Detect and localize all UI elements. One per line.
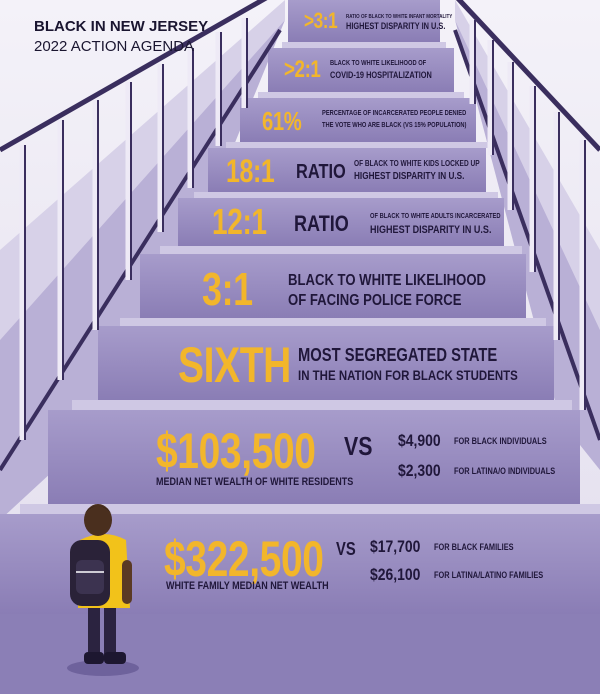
- step4-line2: HIGHEST DISPARITY IN U.S.: [354, 171, 465, 182]
- stat-infant-mortality: >3:1: [304, 8, 338, 33]
- stat-denied-vote: 61%: [262, 106, 302, 136]
- step4-line1: OF BLACK TO WHITE KIDS LOCKED UP: [354, 159, 480, 168]
- step9-vs: VS: [336, 539, 356, 559]
- step1-line2: HIGHEST DISPARITY IN U.S.: [346, 21, 446, 31]
- right-railing: [453, 0, 600, 441]
- stat-covid: >2:1: [284, 56, 321, 83]
- step5-line1: OF BLACK TO WHITE ADULTS INCARCERATED: [370, 213, 501, 220]
- step4-word: RATIO: [296, 161, 346, 183]
- left-wall: [0, 0, 285, 340]
- stat-police-force: 3:1: [202, 263, 253, 315]
- compare-black-families-label: FOR BLACK FAMILIES: [434, 542, 514, 552]
- step1-line1: RATIO OF BLACK TO WHITE INFANT MORTALITY: [346, 14, 453, 20]
- step5-word: RATIO: [294, 211, 349, 236]
- compare-latinx-individuals-label: FOR LATINA/O INDIVIDUALS: [454, 466, 556, 476]
- stat-kids-locked-up: 18:1: [226, 153, 275, 189]
- stat-segregated: SIXTH: [178, 337, 291, 393]
- stat-adults-incarcerated: 12:1: [212, 201, 267, 242]
- compare-black-families-amount: $17,700: [370, 537, 421, 556]
- page-subtitle: 2022 ACTION AGENDA: [34, 38, 195, 55]
- step8-vs: VS: [344, 431, 373, 461]
- compare-latinx-families-label: FOR LATINA/LATINO FAMILIES: [434, 570, 544, 580]
- step5-line2: HIGHEST DISPARITY IN U.S.: [370, 224, 492, 236]
- step9-caption: WHITE FAMILY MEDIAN NET WEALTH: [166, 580, 329, 592]
- step2-line1: BLACK TO WHITE LIKELIHOOD OF: [330, 60, 427, 67]
- step6-line2: OF FACING POLICE FORCE: [288, 292, 462, 309]
- stat-white-resident-wealth: $103,500: [156, 423, 316, 479]
- stat-white-family-wealth: $322,500: [164, 531, 324, 587]
- step2-line2: COVID-19 HOSPITALIZATION: [330, 70, 432, 80]
- compare-latinx-families-amount: $26,100: [370, 565, 421, 584]
- compare-black-individuals-amount: $4,900: [398, 431, 441, 450]
- step3-line2: THE VOTE WHO ARE BLACK (VS 15% POPULATIO…: [322, 122, 467, 129]
- left-railing: [0, 0, 282, 472]
- step8-caption: MEDIAN NET WEALTH OF WHITE RESIDENTS: [156, 476, 354, 488]
- compare-black-individuals-label: FOR BLACK INDIVIDUALS: [454, 436, 547, 446]
- step7-line2: IN THE NATION FOR BLACK STUDENTS: [298, 367, 518, 383]
- child-with-backpack: [67, 504, 139, 676]
- step3-line1: PERCENTAGE OF INCARCERATED PEOPLE DENIED: [322, 110, 467, 117]
- compare-latinx-individuals-amount: $2,300: [398, 461, 441, 480]
- step7-line1: MOST SEGREGATED STATE: [298, 345, 498, 365]
- page-title: BLACK IN NEW JERSEY: [34, 18, 209, 35]
- step6-line1: BLACK TO WHITE LIKELIHOOD: [288, 272, 487, 289]
